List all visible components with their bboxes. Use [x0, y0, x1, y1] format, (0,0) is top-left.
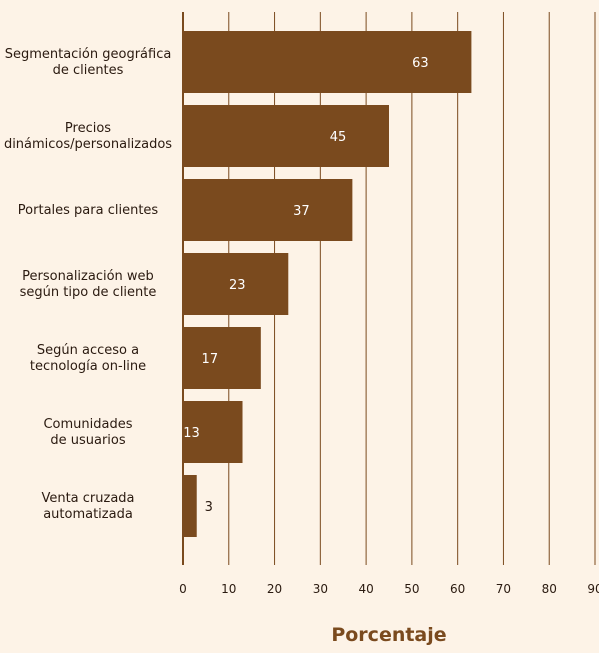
x-tick-labels: 0 10 20 30 40 50 60 70 80 90 [179, 582, 599, 596]
bar-value-label: 63 [412, 56, 429, 71]
x-axis-title: Porcentaje [331, 624, 446, 646]
category-label: Comunidades de usuarios [43, 417, 132, 448]
bar [183, 401, 243, 463]
grid-lines [182, 12, 596, 565]
category-label: Precios dinámicos/personalizados [4, 121, 172, 152]
bar [183, 179, 353, 241]
category-labels: Segmentación geográfica de clientes Precio… [4, 47, 172, 522]
bar [183, 253, 289, 315]
bar-value-label: 13 [183, 426, 200, 441]
x-tick-label: 30 [313, 582, 328, 596]
x-tick-label: 70 [496, 582, 511, 596]
category-label: Venta cruzada automatizada [41, 491, 134, 522]
bars: 63 45 37 23 17 13 3 [183, 31, 472, 537]
bar-value-label: 3 [205, 500, 213, 515]
category-label: Personalización web según tipo de cliente [20, 269, 157, 300]
bar-value-label: 17 [202, 352, 219, 367]
x-tick-label: 40 [358, 582, 373, 596]
x-tick-label: 60 [450, 582, 465, 596]
x-tick-label: 50 [404, 582, 419, 596]
x-tick-label: 80 [542, 582, 557, 596]
x-tick-label: 0 [179, 582, 187, 596]
bar-value-label: 45 [330, 130, 347, 145]
x-tick-label: 90 [587, 582, 599, 596]
bar [183, 475, 197, 537]
category-label: Portales para clientes [18, 203, 159, 218]
bar-value-label: 37 [293, 204, 310, 219]
x-tick-label: 10 [221, 582, 236, 596]
bar [183, 105, 389, 167]
x-tick-label: 20 [267, 582, 282, 596]
category-label: Según acceso a tecnología on-line [30, 343, 146, 374]
bar [183, 327, 261, 389]
bar [183, 31, 472, 93]
category-label: Segmentación geográfica de clientes [5, 47, 172, 78]
bar-value-label: 23 [229, 278, 246, 293]
